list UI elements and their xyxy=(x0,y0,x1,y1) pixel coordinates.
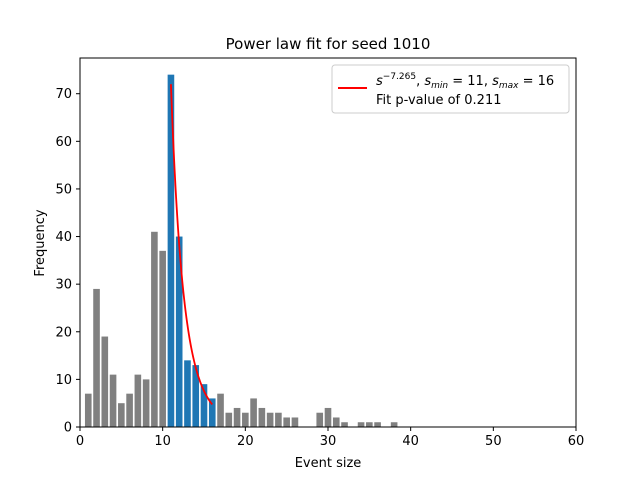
bar-other-8 xyxy=(142,379,150,427)
x-axis-label: Event size xyxy=(295,456,362,471)
bar-other-19 xyxy=(233,407,241,427)
bar-other-32 xyxy=(341,422,348,427)
bar-other-22 xyxy=(258,407,266,427)
legend-smin-value: = 11 xyxy=(452,74,484,89)
bar-other-2 xyxy=(93,288,100,427)
legend-s-base: s xyxy=(376,74,383,89)
fit-line-group xyxy=(170,84,213,406)
bar-other-24 xyxy=(275,412,282,427)
bar-other-26 xyxy=(291,417,299,427)
axes-group: 0 10 20 30 40 50 60 0 10 20 30 40 50 60 70 xyxy=(55,57,585,449)
chart-title: Power law fit for seed 1010 xyxy=(226,35,431,53)
fit-line xyxy=(170,84,213,406)
bar-other-17 xyxy=(217,393,224,427)
legend-fit-label: s−7.265, smin = 11, smax = 16 xyxy=(376,72,554,91)
bar-fit-12 xyxy=(175,236,183,427)
bar-other-3 xyxy=(101,336,109,427)
x-tick-label-20: 20 xyxy=(237,434,254,449)
bar-other-35 xyxy=(366,422,373,427)
x-tick-label-30: 30 xyxy=(320,434,337,449)
bar-other-25 xyxy=(283,417,290,427)
y-tick-label-10: 10 xyxy=(55,373,72,388)
bar-other-6 xyxy=(126,393,133,427)
x-tick-label-50: 50 xyxy=(485,434,502,449)
bar-other-9 xyxy=(151,231,158,427)
bar-other-23 xyxy=(266,412,274,427)
y-axis-label: Frequency xyxy=(33,209,48,276)
bars-group xyxy=(84,74,398,427)
y-tick-label-50: 50 xyxy=(55,182,72,197)
legend: s−7.265, smin = 11, smax = 16 Fit p-valu… xyxy=(331,64,570,114)
legend-exponent: −7.265 xyxy=(383,72,416,82)
x-tick-label-60: 60 xyxy=(568,434,585,449)
bar-other-34 xyxy=(357,422,365,427)
bar-other-21 xyxy=(250,398,257,427)
y-tick-label-60: 60 xyxy=(55,135,72,150)
x-tick-label-40: 40 xyxy=(402,434,419,449)
legend-smax-value: = 16 xyxy=(523,74,555,89)
y-tick-label-20: 20 xyxy=(55,325,72,340)
bar-other-31 xyxy=(332,417,340,427)
legend-pvalue-label: Fit p-value of 0.211 xyxy=(376,93,502,108)
bar-other-20 xyxy=(242,412,249,427)
bar-other-30 xyxy=(324,407,332,427)
y-tick-label-70: 70 xyxy=(55,87,72,102)
bar-other-5 xyxy=(118,403,125,427)
bar-other-38 xyxy=(390,422,398,427)
bar-other-7 xyxy=(134,374,142,427)
bar-other-18 xyxy=(225,412,233,427)
bar-other-29 xyxy=(316,412,324,427)
y-tick-label-30: 30 xyxy=(55,278,72,293)
bar-other-10 xyxy=(159,250,166,427)
bar-other-4 xyxy=(109,374,117,427)
bar-fit-15 xyxy=(200,384,208,427)
y-tick-label-0: 0 xyxy=(64,421,72,436)
legend-frame xyxy=(331,64,570,114)
x-tick-label-10: 10 xyxy=(154,434,171,449)
bar-fit-11 xyxy=(167,74,175,427)
bar-fit-16 xyxy=(208,398,216,427)
y-tick-label-40: 40 xyxy=(55,230,72,245)
x-tick-label-0: 0 xyxy=(76,434,84,449)
bar-fit-13 xyxy=(184,360,191,427)
bar-other-36 xyxy=(374,422,381,427)
bar-other-1 xyxy=(84,393,92,427)
bar-fit-14 xyxy=(192,365,200,427)
